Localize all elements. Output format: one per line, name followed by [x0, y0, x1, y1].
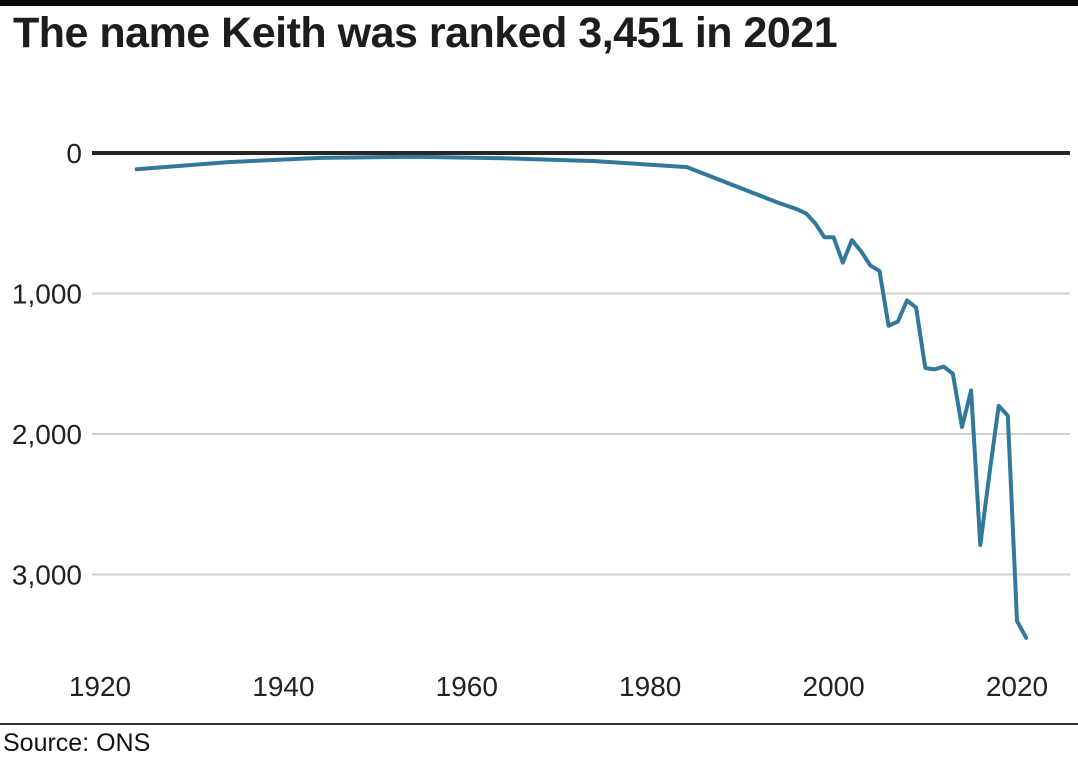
chart-canvas: 0 1,000 2,000 3,000 1920 1940 1960 1980 2000 2020	[12, 138, 1070, 702]
y-tick-label: 1,000	[12, 279, 82, 310]
x-tick-label: 2000	[802, 671, 864, 702]
y-tick-label: 0	[66, 138, 82, 169]
rank-line	[134, 154, 1029, 640]
y-tick-label: 2,000	[12, 419, 82, 450]
x-tick-label: 1940	[252, 671, 314, 702]
footer-divider	[0, 723, 1078, 725]
x-tick-label: 1920	[69, 671, 131, 702]
top-accent-bar	[0, 0, 1078, 6]
rank-line-chart: 0 1,000 2,000 3,000 1920 1940 1960 1980 2000 2020	[12, 138, 1070, 702]
y-tick-label: 3,000	[12, 560, 82, 591]
x-tick-label: 2020	[986, 671, 1048, 702]
x-tick-label: 1980	[619, 671, 681, 702]
chart-title: The name Keith was ranked 3,451 in 2021	[13, 9, 838, 57]
x-tick-label: 1960	[436, 671, 498, 702]
source-label: Source: ONS	[3, 729, 151, 757]
